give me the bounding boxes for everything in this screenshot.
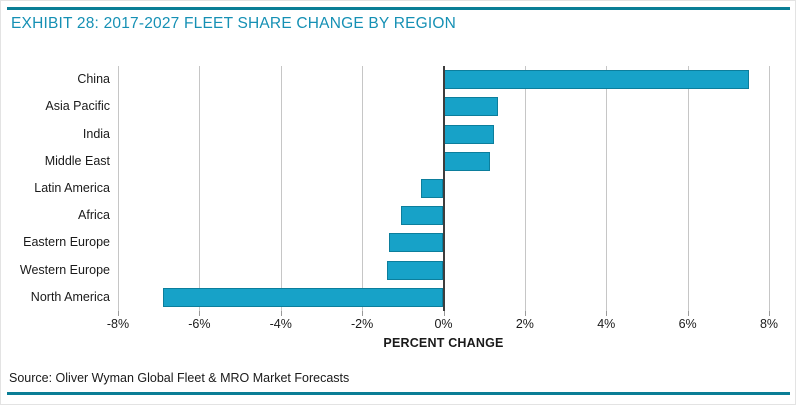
x-tick-label: -2%	[351, 317, 374, 331]
region-label: Middle East	[44, 154, 110, 168]
axis-tick-mark	[362, 311, 364, 316]
bar-asia-pacific	[443, 97, 499, 116]
region-label: Latin America	[34, 181, 110, 195]
gridline	[687, 66, 689, 311]
region-label: Eastern Europe	[23, 235, 110, 249]
axis-tick-mark	[606, 311, 608, 316]
gridline	[524, 66, 526, 311]
bar-north-america	[162, 288, 444, 307]
gridline	[769, 66, 770, 311]
region-label: Asia Pacific	[45, 99, 110, 113]
bar-middle-east	[443, 152, 491, 171]
axis-tick-mark	[443, 311, 445, 316]
bar-africa	[400, 206, 444, 225]
x-axis-tick-labels: -8% -6% -4% -2% 0% 2% 4% 6% 8%	[107, 317, 778, 333]
x-tick-label: 6%	[678, 317, 697, 331]
x-tick-label: 2%	[515, 317, 534, 331]
axis-tick-mark	[524, 311, 526, 316]
region-label: Western Europe	[19, 263, 110, 277]
x-tick-label: -4%	[269, 317, 292, 331]
gridline	[118, 66, 119, 311]
region-label: India	[82, 127, 110, 141]
zero-axis-line	[442, 66, 445, 311]
x-tick-label: -8%	[106, 317, 130, 331]
region-label: China	[77, 72, 110, 86]
axis-tick-mark	[769, 311, 770, 316]
x-tick-label: -6%	[188, 317, 211, 331]
x-tick-label: 0%	[434, 317, 453, 331]
gridline	[280, 66, 282, 311]
source-note: Source: Oliver Wyman Global Fleet & MRO …	[9, 371, 350, 385]
axis-tick-mark	[118, 311, 119, 316]
axis-tick-mark	[199, 311, 201, 316]
axis-tick-mark	[687, 311, 689, 316]
region-label: North America	[30, 290, 110, 304]
gridline	[199, 66, 201, 311]
top-accent-rule	[7, 7, 790, 10]
x-tick-label: 4%	[597, 317, 616, 331]
bar-china	[443, 70, 749, 89]
region-label: Africa	[78, 208, 110, 222]
bar-western-europe	[386, 261, 444, 280]
axis-tick-mark	[280, 311, 282, 316]
exhibit-title: EXHIBIT 28: 2017-2027 FLEET SHARE CHANGE…	[11, 15, 457, 32]
bar-chart-plot-area	[118, 66, 770, 316]
gridline	[606, 66, 608, 311]
bar-india	[443, 125, 495, 144]
gridline	[362, 66, 364, 311]
x-tick-label: 8%	[759, 317, 779, 331]
bar-eastern-europe	[388, 233, 444, 252]
bottom-accent-rule	[7, 392, 790, 395]
y-axis-region-labels: China Asia Pacific India Middle East Latin A…	[1, 66, 110, 311]
bar-latin-america	[421, 179, 444, 198]
x-axis-title: PERCENT CHANGE	[383, 336, 504, 350]
